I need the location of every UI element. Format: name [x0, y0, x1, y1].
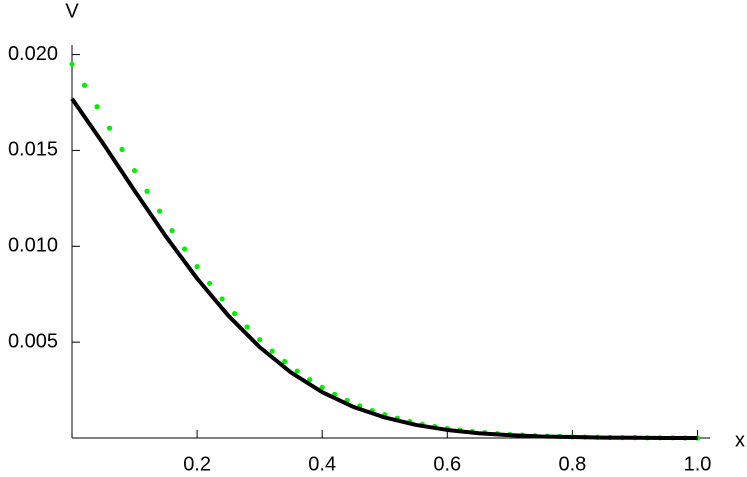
data-dot: [207, 280, 213, 286]
data-dot: [282, 358, 288, 365]
data-dot: [81, 82, 88, 88]
data-dot: [131, 167, 138, 174]
data-dot: [181, 246, 188, 252]
data-dot: [307, 377, 313, 383]
data-dot: [319, 384, 325, 390]
data-dot: [169, 227, 175, 234]
y-tick-label: 0.015: [8, 139, 58, 161]
y-tick-label: 0.005: [8, 330, 58, 352]
data-dot: [269, 348, 275, 354]
data-dot: [294, 368, 300, 374]
data-dot: [94, 104, 100, 110]
x-tick-label: 0.4: [308, 453, 336, 475]
x-tick-label: 0.2: [183, 453, 211, 475]
x-axis-label: x: [735, 429, 745, 451]
data-dot: [119, 146, 125, 153]
y-axis-label: V: [65, 0, 79, 22]
data-line: [70, 97, 698, 440]
data-dot: [257, 337, 263, 343]
data-dot: [106, 125, 113, 131]
data-dot: [194, 264, 200, 270]
data-dot: [144, 188, 150, 194]
y-tick-label: 0.020: [8, 43, 58, 65]
x-tick-label: 0.8: [558, 453, 586, 475]
y-tick-label: 0.010: [8, 235, 58, 257]
data-dot: [69, 61, 75, 67]
data-dot: [219, 296, 225, 302]
data-dot: [232, 310, 238, 317]
data-dot: [156, 208, 163, 214]
data-dot: [244, 324, 250, 330]
x-tick-label: 1.0: [684, 453, 712, 475]
x-tick-label: 0.6: [433, 453, 461, 475]
